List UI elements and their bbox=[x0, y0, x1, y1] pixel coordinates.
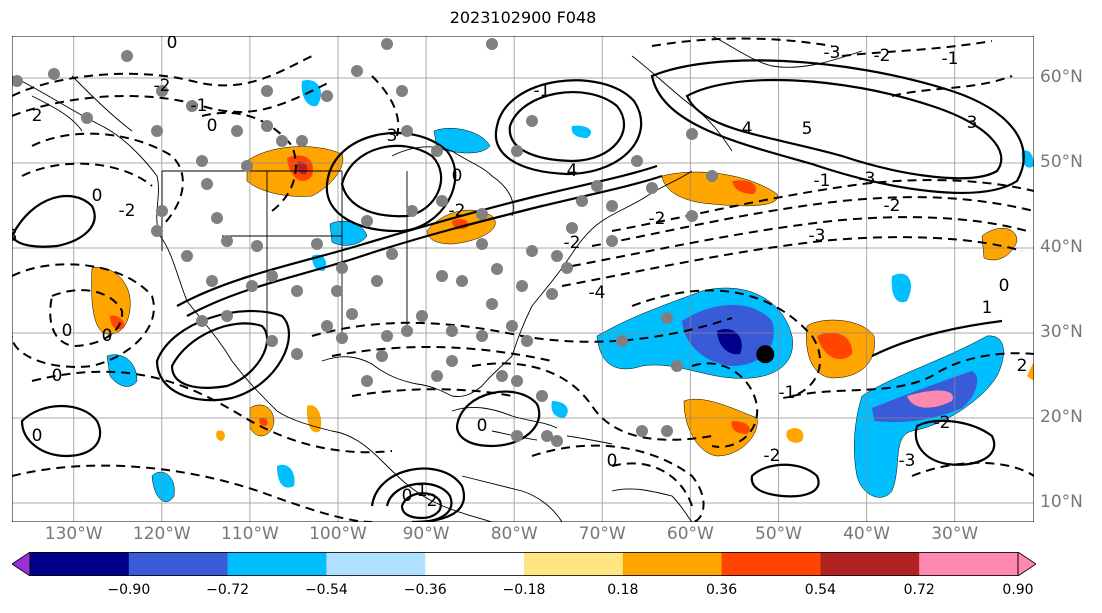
colorbar-tick-label: 0.90 bbox=[1002, 582, 1034, 598]
negative-contours bbox=[12, 37, 1034, 522]
colorbar-segment bbox=[425, 552, 525, 576]
contour-label: 4 bbox=[567, 161, 578, 181]
contour-label: 0 bbox=[167, 36, 178, 53]
colorbar-segment bbox=[622, 552, 723, 576]
colorbar-segment bbox=[227, 552, 327, 576]
colorbar-segment bbox=[919, 552, 1019, 576]
contour-label: 0 bbox=[32, 426, 43, 446]
longitude-label: 90°W bbox=[402, 524, 450, 544]
colorbar-max-extend bbox=[1017, 552, 1036, 576]
longitude-label: 80°W bbox=[490, 524, 538, 544]
contour-label: 0 bbox=[477, 416, 488, 436]
contour-label: 2 bbox=[32, 106, 43, 126]
contour-labels: 00-2-123453-1-2-3-3-4-2-10-200-300102-1-… bbox=[12, 36, 1027, 511]
colorbar-segment bbox=[721, 552, 821, 576]
colorbar-segment bbox=[524, 552, 624, 576]
colorbar-tick-label: 0.36 bbox=[706, 582, 738, 598]
longitude-label: 40°W bbox=[843, 524, 891, 544]
contour-label: 2 bbox=[427, 491, 438, 511]
contour-label: -2 bbox=[764, 446, 781, 466]
contour-label: -2 bbox=[449, 201, 466, 221]
contour-label: 3 bbox=[967, 113, 978, 133]
latitude-label: 50°N bbox=[1040, 152, 1083, 172]
colorbar-tick-label: −0.54 bbox=[304, 582, 348, 598]
latitude-label: 20°N bbox=[1040, 407, 1083, 427]
colorbar-tick-label: 0.54 bbox=[804, 582, 836, 598]
positive-contours bbox=[12, 59, 1025, 522]
weather-map: 00-2-123453-1-2-3-3-4-2-10-200-300102-1-… bbox=[12, 36, 1034, 522]
contour-label: -2 bbox=[119, 201, 136, 221]
contour-label: -3 bbox=[12, 226, 17, 246]
colorbar-segment bbox=[128, 552, 229, 576]
contour-label: 5 bbox=[802, 119, 813, 139]
colorbar bbox=[12, 552, 1036, 576]
latitude-label: 30°N bbox=[1040, 322, 1083, 342]
contour-label: -4 bbox=[589, 283, 606, 303]
contour-label: -3 bbox=[899, 451, 916, 471]
colorbar-tick-label: −0.18 bbox=[502, 582, 546, 598]
colorbar-tick-label: −0.72 bbox=[206, 582, 250, 598]
colorbar-segment bbox=[30, 552, 130, 576]
coastlines bbox=[12, 36, 863, 522]
colorbar-tick-label: 0.18 bbox=[607, 582, 639, 598]
contour-label: 1 bbox=[982, 298, 993, 318]
contour-label: 0 bbox=[92, 186, 103, 206]
latitude-label: 10°N bbox=[1040, 492, 1083, 512]
contour-label: 0 bbox=[607, 451, 618, 471]
contour-label: -3 bbox=[824, 43, 841, 63]
contour-label: -2 bbox=[874, 46, 891, 66]
storm-center-marker bbox=[756, 345, 775, 364]
latitude-label: 60°N bbox=[1040, 67, 1083, 87]
contour-label: -2 bbox=[884, 196, 901, 216]
contour-label: 0 bbox=[102, 326, 113, 346]
longitude-label: 70°W bbox=[578, 524, 626, 544]
contour-label: -1 bbox=[779, 383, 796, 403]
colorbar-tick-label: 0.72 bbox=[903, 582, 935, 598]
contour-label: 0 bbox=[52, 366, 63, 386]
contour-label: -3 bbox=[859, 169, 876, 189]
contour-label: -2 bbox=[564, 233, 581, 253]
contour-label: -2 bbox=[649, 209, 666, 229]
longitude-label: 60°W bbox=[666, 524, 714, 544]
contour-label: -1 bbox=[942, 49, 959, 69]
contour-label: -1 bbox=[534, 81, 551, 101]
contour-label: 3 bbox=[387, 126, 398, 146]
longitude-label: 100°W bbox=[309, 524, 367, 544]
longitude-label: 50°W bbox=[755, 524, 802, 544]
longitude-label: 30°W bbox=[931, 524, 979, 544]
contour-label: -2 bbox=[934, 413, 951, 433]
longitude-label: 110°W bbox=[220, 524, 279, 544]
contour-label: 2 bbox=[1017, 356, 1028, 376]
contour-label: 0 bbox=[207, 116, 218, 136]
latitude-label: 40°N bbox=[1040, 237, 1083, 257]
colorbar-segment bbox=[326, 552, 426, 576]
map-title: 2023102900 F048 bbox=[449, 8, 597, 27]
contour-label: 4 bbox=[742, 119, 753, 139]
longitude-label: 120°W bbox=[132, 524, 191, 544]
contour-label: 0 bbox=[62, 321, 73, 341]
station-dots bbox=[12, 38, 718, 447]
contour-label: -1 bbox=[191, 96, 208, 116]
colorbar-tick-label: −0.90 bbox=[107, 582, 151, 598]
contour-label: -3 bbox=[809, 226, 826, 246]
contour-label: -2 bbox=[154, 76, 171, 96]
colorbar-tick-label: −0.36 bbox=[403, 582, 447, 598]
contour-label: 0 bbox=[402, 486, 413, 506]
contour-label: 0 bbox=[452, 166, 463, 186]
contour-label: -1 bbox=[814, 171, 831, 191]
colorbar-min-extend bbox=[12, 552, 31, 576]
contour-label: 0 bbox=[999, 276, 1010, 296]
longitude-label: 130°W bbox=[44, 524, 103, 544]
colorbar-segment bbox=[820, 552, 920, 576]
contour-label: 1 bbox=[417, 481, 428, 501]
